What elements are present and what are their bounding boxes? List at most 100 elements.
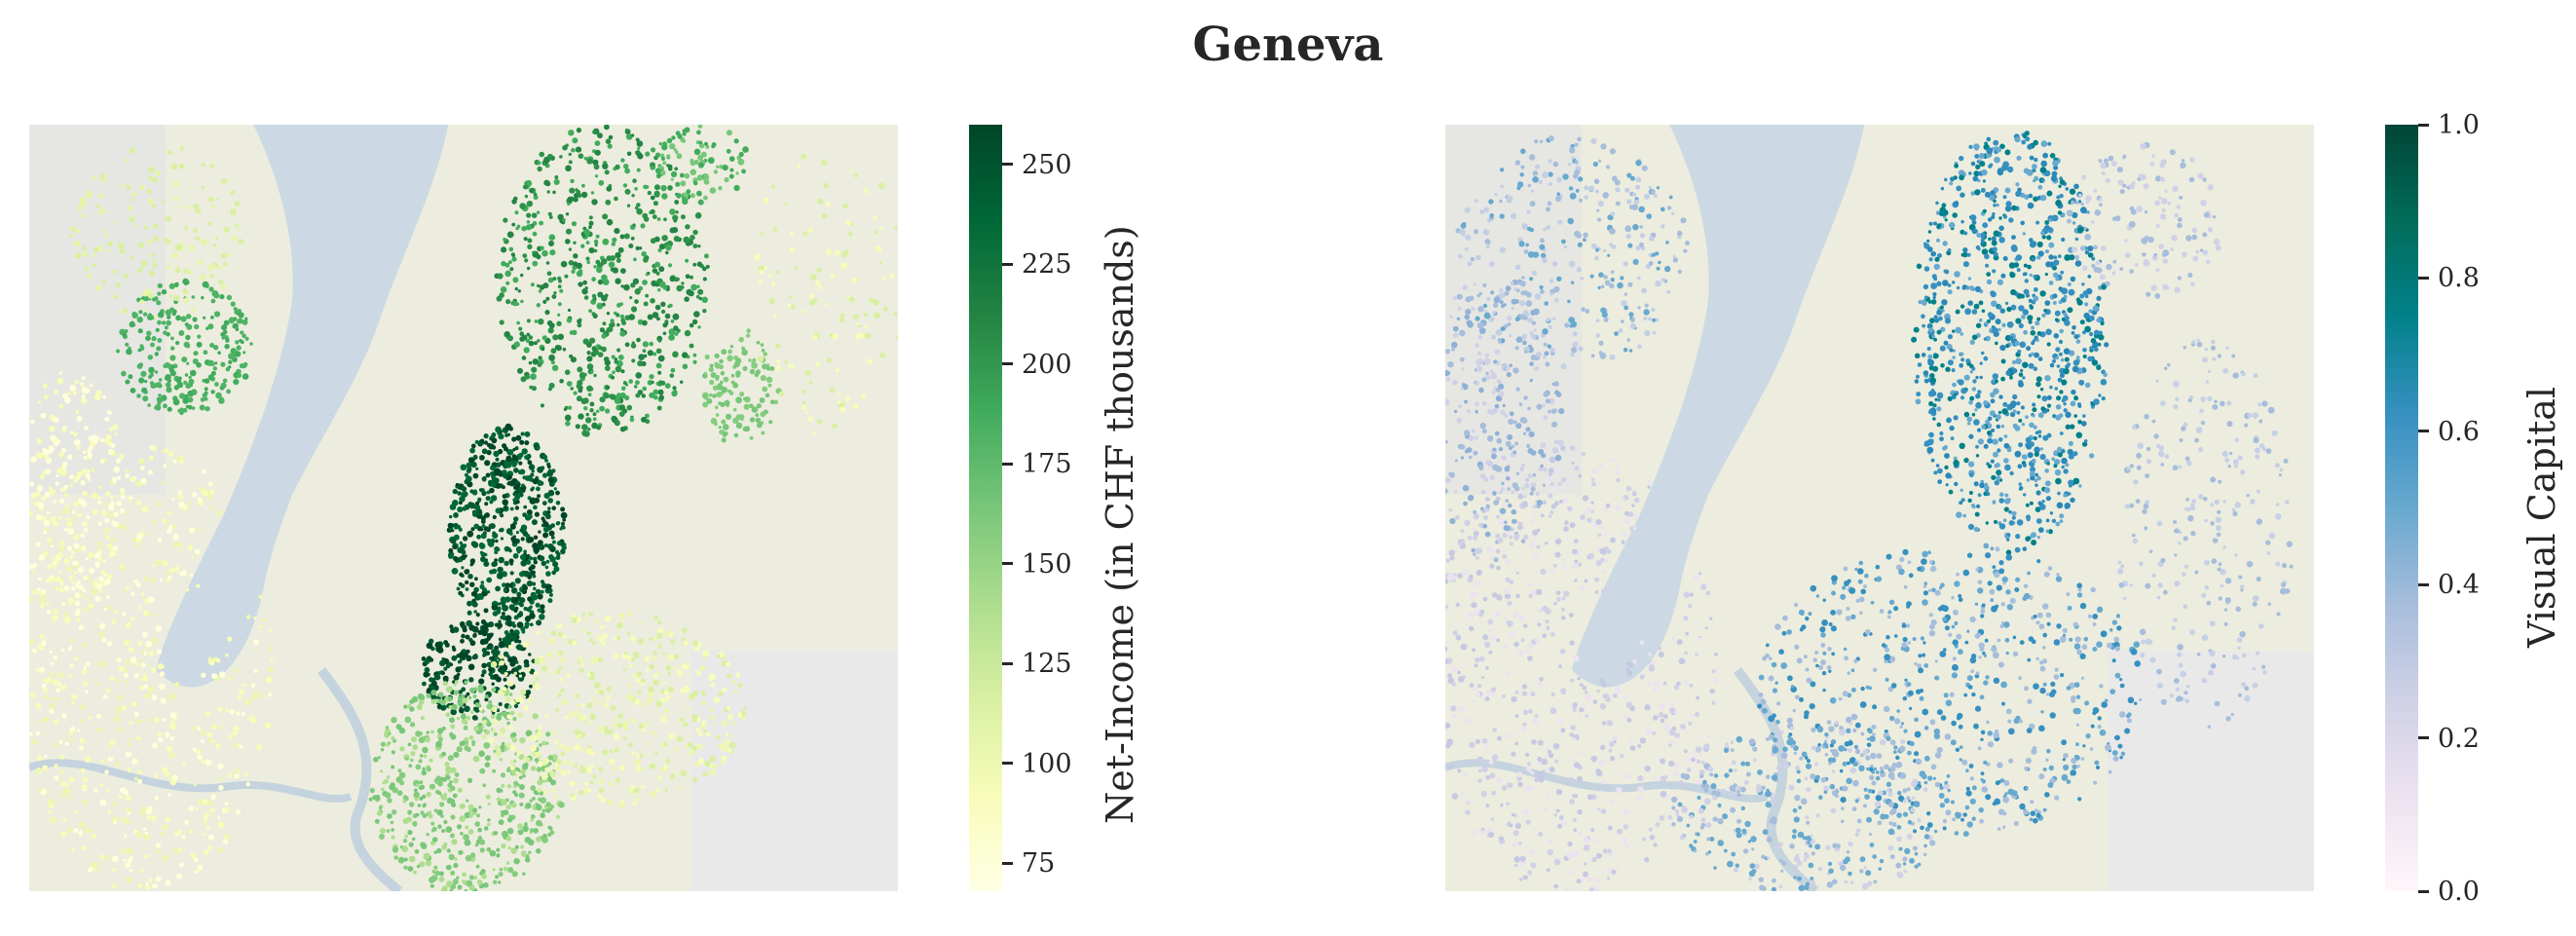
building-point xyxy=(632,178,637,183)
building-point xyxy=(1599,744,1606,751)
building-point xyxy=(1590,755,1598,763)
building-point xyxy=(571,221,578,227)
building-point xyxy=(209,263,216,270)
building-point xyxy=(103,233,108,238)
building-point xyxy=(547,327,554,334)
building-point xyxy=(516,591,522,597)
building-point xyxy=(242,318,248,325)
building-point xyxy=(1454,489,1458,493)
building-point xyxy=(696,130,701,135)
building-point xyxy=(83,450,87,455)
building-point xyxy=(506,784,512,789)
colorbar-tick-label: 225 xyxy=(1022,249,1072,281)
building-point xyxy=(82,776,89,783)
building-point xyxy=(50,696,55,701)
building-point xyxy=(491,649,497,655)
building-point xyxy=(139,685,145,691)
building-point xyxy=(113,294,119,300)
building-point xyxy=(29,596,33,603)
building-point xyxy=(490,714,496,720)
building-point xyxy=(564,414,572,422)
building-point xyxy=(488,737,495,744)
building-point xyxy=(709,187,717,194)
building-point xyxy=(634,792,638,797)
building-point xyxy=(421,736,426,741)
building-point xyxy=(1691,751,1696,756)
building-point xyxy=(709,755,717,763)
building-point xyxy=(222,378,228,384)
building-point xyxy=(658,281,666,288)
building-point xyxy=(846,294,850,299)
building-point xyxy=(1454,459,1458,463)
building-point xyxy=(708,393,713,397)
building-point xyxy=(1525,427,1531,432)
building-point xyxy=(175,341,180,346)
building-point xyxy=(694,646,700,652)
building-point xyxy=(1613,740,1617,744)
building-point xyxy=(618,802,626,808)
building-point xyxy=(568,405,573,410)
building-point xyxy=(1572,655,1580,662)
building-point xyxy=(174,267,181,274)
building-point xyxy=(512,196,518,202)
building-point xyxy=(1645,729,1652,735)
building-point xyxy=(1648,665,1656,672)
building-point xyxy=(65,787,71,794)
building-point xyxy=(627,694,634,701)
building-point xyxy=(545,731,551,737)
building-point xyxy=(125,342,130,347)
building-point xyxy=(557,693,562,698)
building-point xyxy=(1524,752,1530,758)
building-point xyxy=(636,337,641,343)
building-point xyxy=(1616,465,1621,469)
building-point xyxy=(553,291,557,295)
building-point xyxy=(451,839,458,845)
building-point xyxy=(506,231,514,239)
building-point xyxy=(1548,752,1554,759)
building-point xyxy=(449,717,455,724)
building-point xyxy=(193,782,198,787)
building-point xyxy=(537,466,543,473)
building-point xyxy=(155,169,161,176)
building-point xyxy=(512,717,517,722)
building-point xyxy=(100,509,108,516)
building-point xyxy=(83,521,88,526)
building-point xyxy=(61,602,65,607)
net-income-colorbar-label: Net-Income (in CHF thousands) xyxy=(1099,225,1141,824)
building-point xyxy=(472,633,477,638)
building-point xyxy=(501,692,505,696)
building-point xyxy=(102,227,106,232)
building-point xyxy=(157,538,163,543)
building-point xyxy=(624,188,631,195)
building-point xyxy=(537,760,544,768)
building-point xyxy=(588,721,593,725)
building-point xyxy=(774,343,781,350)
building-point xyxy=(33,571,37,575)
building-point xyxy=(88,551,94,558)
building-point xyxy=(716,654,721,658)
building-point xyxy=(697,162,704,168)
building-point xyxy=(610,318,615,323)
building-point xyxy=(1454,514,1460,520)
building-point xyxy=(88,273,92,277)
building-point xyxy=(205,825,210,830)
building-point xyxy=(183,380,188,385)
building-point xyxy=(707,157,715,165)
building-point xyxy=(1585,714,1588,718)
building-point xyxy=(1660,718,1665,724)
building-point xyxy=(489,471,495,476)
building-point xyxy=(1484,353,1490,358)
building-point xyxy=(1629,745,1636,751)
building-point xyxy=(797,164,802,169)
building-point xyxy=(487,539,492,543)
building-point xyxy=(539,656,546,664)
building-point xyxy=(1445,579,1449,584)
building-point xyxy=(532,231,538,237)
building-point xyxy=(527,238,533,243)
building-point xyxy=(481,476,487,482)
building-point xyxy=(526,201,534,207)
building-point xyxy=(759,397,765,403)
building-point xyxy=(772,227,778,233)
building-point xyxy=(521,356,527,360)
building-point xyxy=(224,802,229,805)
